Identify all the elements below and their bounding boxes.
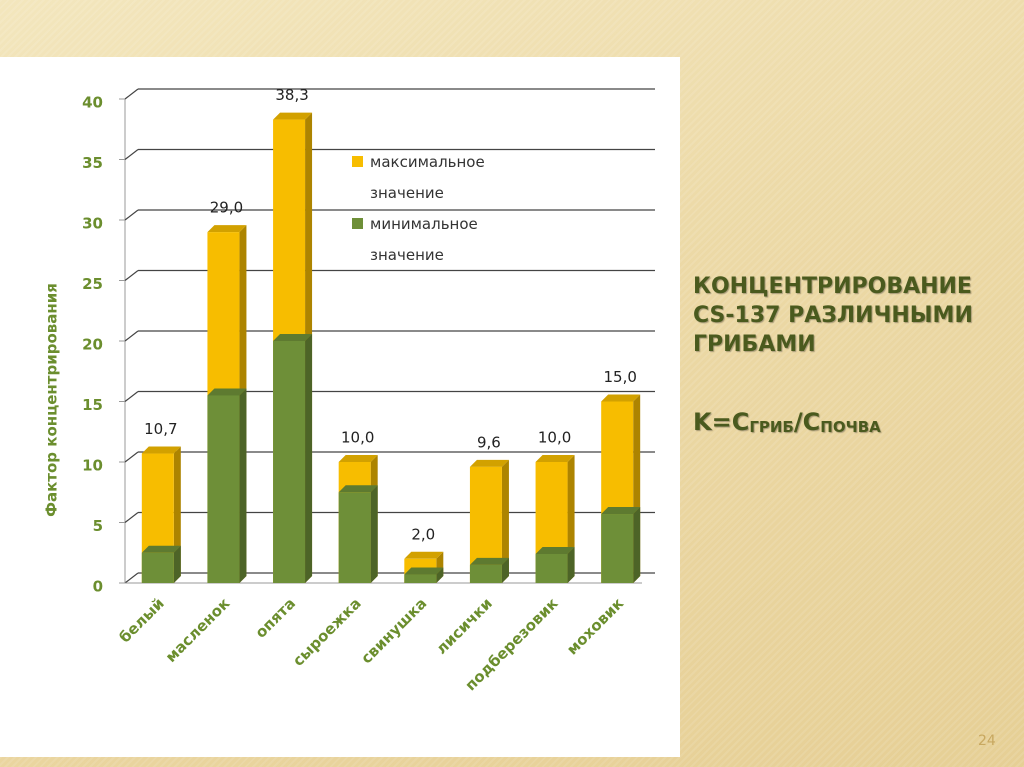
legend-line: минимальное [370, 215, 478, 233]
y-axis-label: Фактор концентрирования [43, 283, 61, 517]
x-tick-label: моховик [563, 594, 627, 658]
data-label: 38,3 [275, 86, 308, 104]
data-label: 29,0 [210, 199, 243, 217]
bar-top [535, 546, 575, 554]
grid-line [124, 149, 139, 160]
bar-side [239, 388, 247, 583]
grid-line [124, 270, 139, 281]
bar-top [404, 567, 444, 575]
bar-side [173, 545, 181, 583]
bar-top [207, 225, 247, 233]
bar-side [436, 567, 444, 583]
bar-top [535, 455, 575, 462]
bar-top [601, 507, 641, 515]
bar-top [601, 394, 641, 402]
bar-top [338, 485, 378, 493]
data-label: 10,0 [538, 429, 571, 447]
bar-side [501, 459, 509, 583]
formula-part: /C [793, 408, 821, 436]
formula-sub: ГРИБ [749, 418, 794, 436]
legend-line: значение [370, 184, 444, 202]
bar [404, 574, 437, 583]
y-tick-label: 15 [82, 396, 103, 414]
data-label: 10,7 [144, 420, 177, 438]
bar-top [141, 545, 181, 553]
data-label: 9,6 [477, 433, 501, 451]
legend-label: минимальное значение [370, 215, 478, 264]
y-tick-label: 5 [93, 517, 103, 535]
bar [273, 341, 306, 583]
y-tick-label: 30 [82, 215, 103, 233]
bar-side [633, 507, 641, 583]
legend-swatch [352, 218, 363, 229]
bar [338, 492, 371, 583]
data-label: 15,0 [603, 368, 636, 386]
bar-top [404, 551, 444, 559]
legend-swatch [352, 156, 363, 167]
slide-title: КОНЦЕНТРИРОВАНИЕ CS-137 РАЗЛИЧНЫМИ ГРИБА… [693, 274, 973, 357]
x-tick-label: свинушка [357, 594, 430, 667]
data-label: 2,0 [411, 525, 435, 543]
bar-side [567, 546, 575, 583]
y-tick-label: 35 [82, 154, 103, 172]
bar [207, 395, 240, 583]
grid-line [124, 330, 139, 342]
bar-top [469, 557, 509, 565]
legend-line: значение [370, 246, 444, 264]
y-tick-label: 25 [82, 275, 103, 293]
bar-side [370, 485, 378, 583]
page-number: 24 [978, 733, 996, 749]
formula-part: K=C [693, 408, 750, 436]
y-tick-label: 10 [82, 457, 103, 475]
formula: K=CГРИБ/CПОЧВА [693, 408, 881, 436]
x-tick-label: опята [252, 594, 299, 641]
grid-line [124, 451, 139, 463]
data-label: 10,0 [341, 429, 374, 447]
chart: Фактор концентрирования 0 5 10 15 20 25 30 35 40… [0, 57, 680, 757]
bar-side [501, 557, 509, 583]
bar-top [338, 455, 378, 462]
bar [469, 564, 502, 583]
bar-top [273, 334, 313, 341]
x-tick-label: белый [116, 594, 168, 646]
grid-line [124, 88, 139, 100]
legend-label: максимальное значение [370, 153, 485, 202]
legend-line: максимальное [370, 153, 485, 171]
grid-line [124, 391, 139, 402]
grid-line [124, 209, 139, 221]
bar-top [207, 388, 247, 396]
x-tick-label: масленок [162, 594, 234, 666]
bar-top [141, 446, 181, 454]
bar [601, 514, 634, 583]
bar [141, 552, 174, 583]
x-tick-label: сыроежка [289, 594, 365, 670]
y-tick-label: 40 [82, 94, 103, 112]
bar-top [469, 459, 509, 467]
bar-side [305, 334, 313, 583]
grid-line [124, 572, 139, 584]
x-tick-label: лисички [432, 594, 496, 658]
y-tick-label: 0 [93, 578, 103, 596]
formula-sub: ПОЧВА [820, 418, 881, 436]
bar [535, 553, 568, 583]
grid-line [124, 512, 139, 523]
y-tick-label: 20 [82, 336, 103, 354]
bar-top [273, 112, 313, 120]
